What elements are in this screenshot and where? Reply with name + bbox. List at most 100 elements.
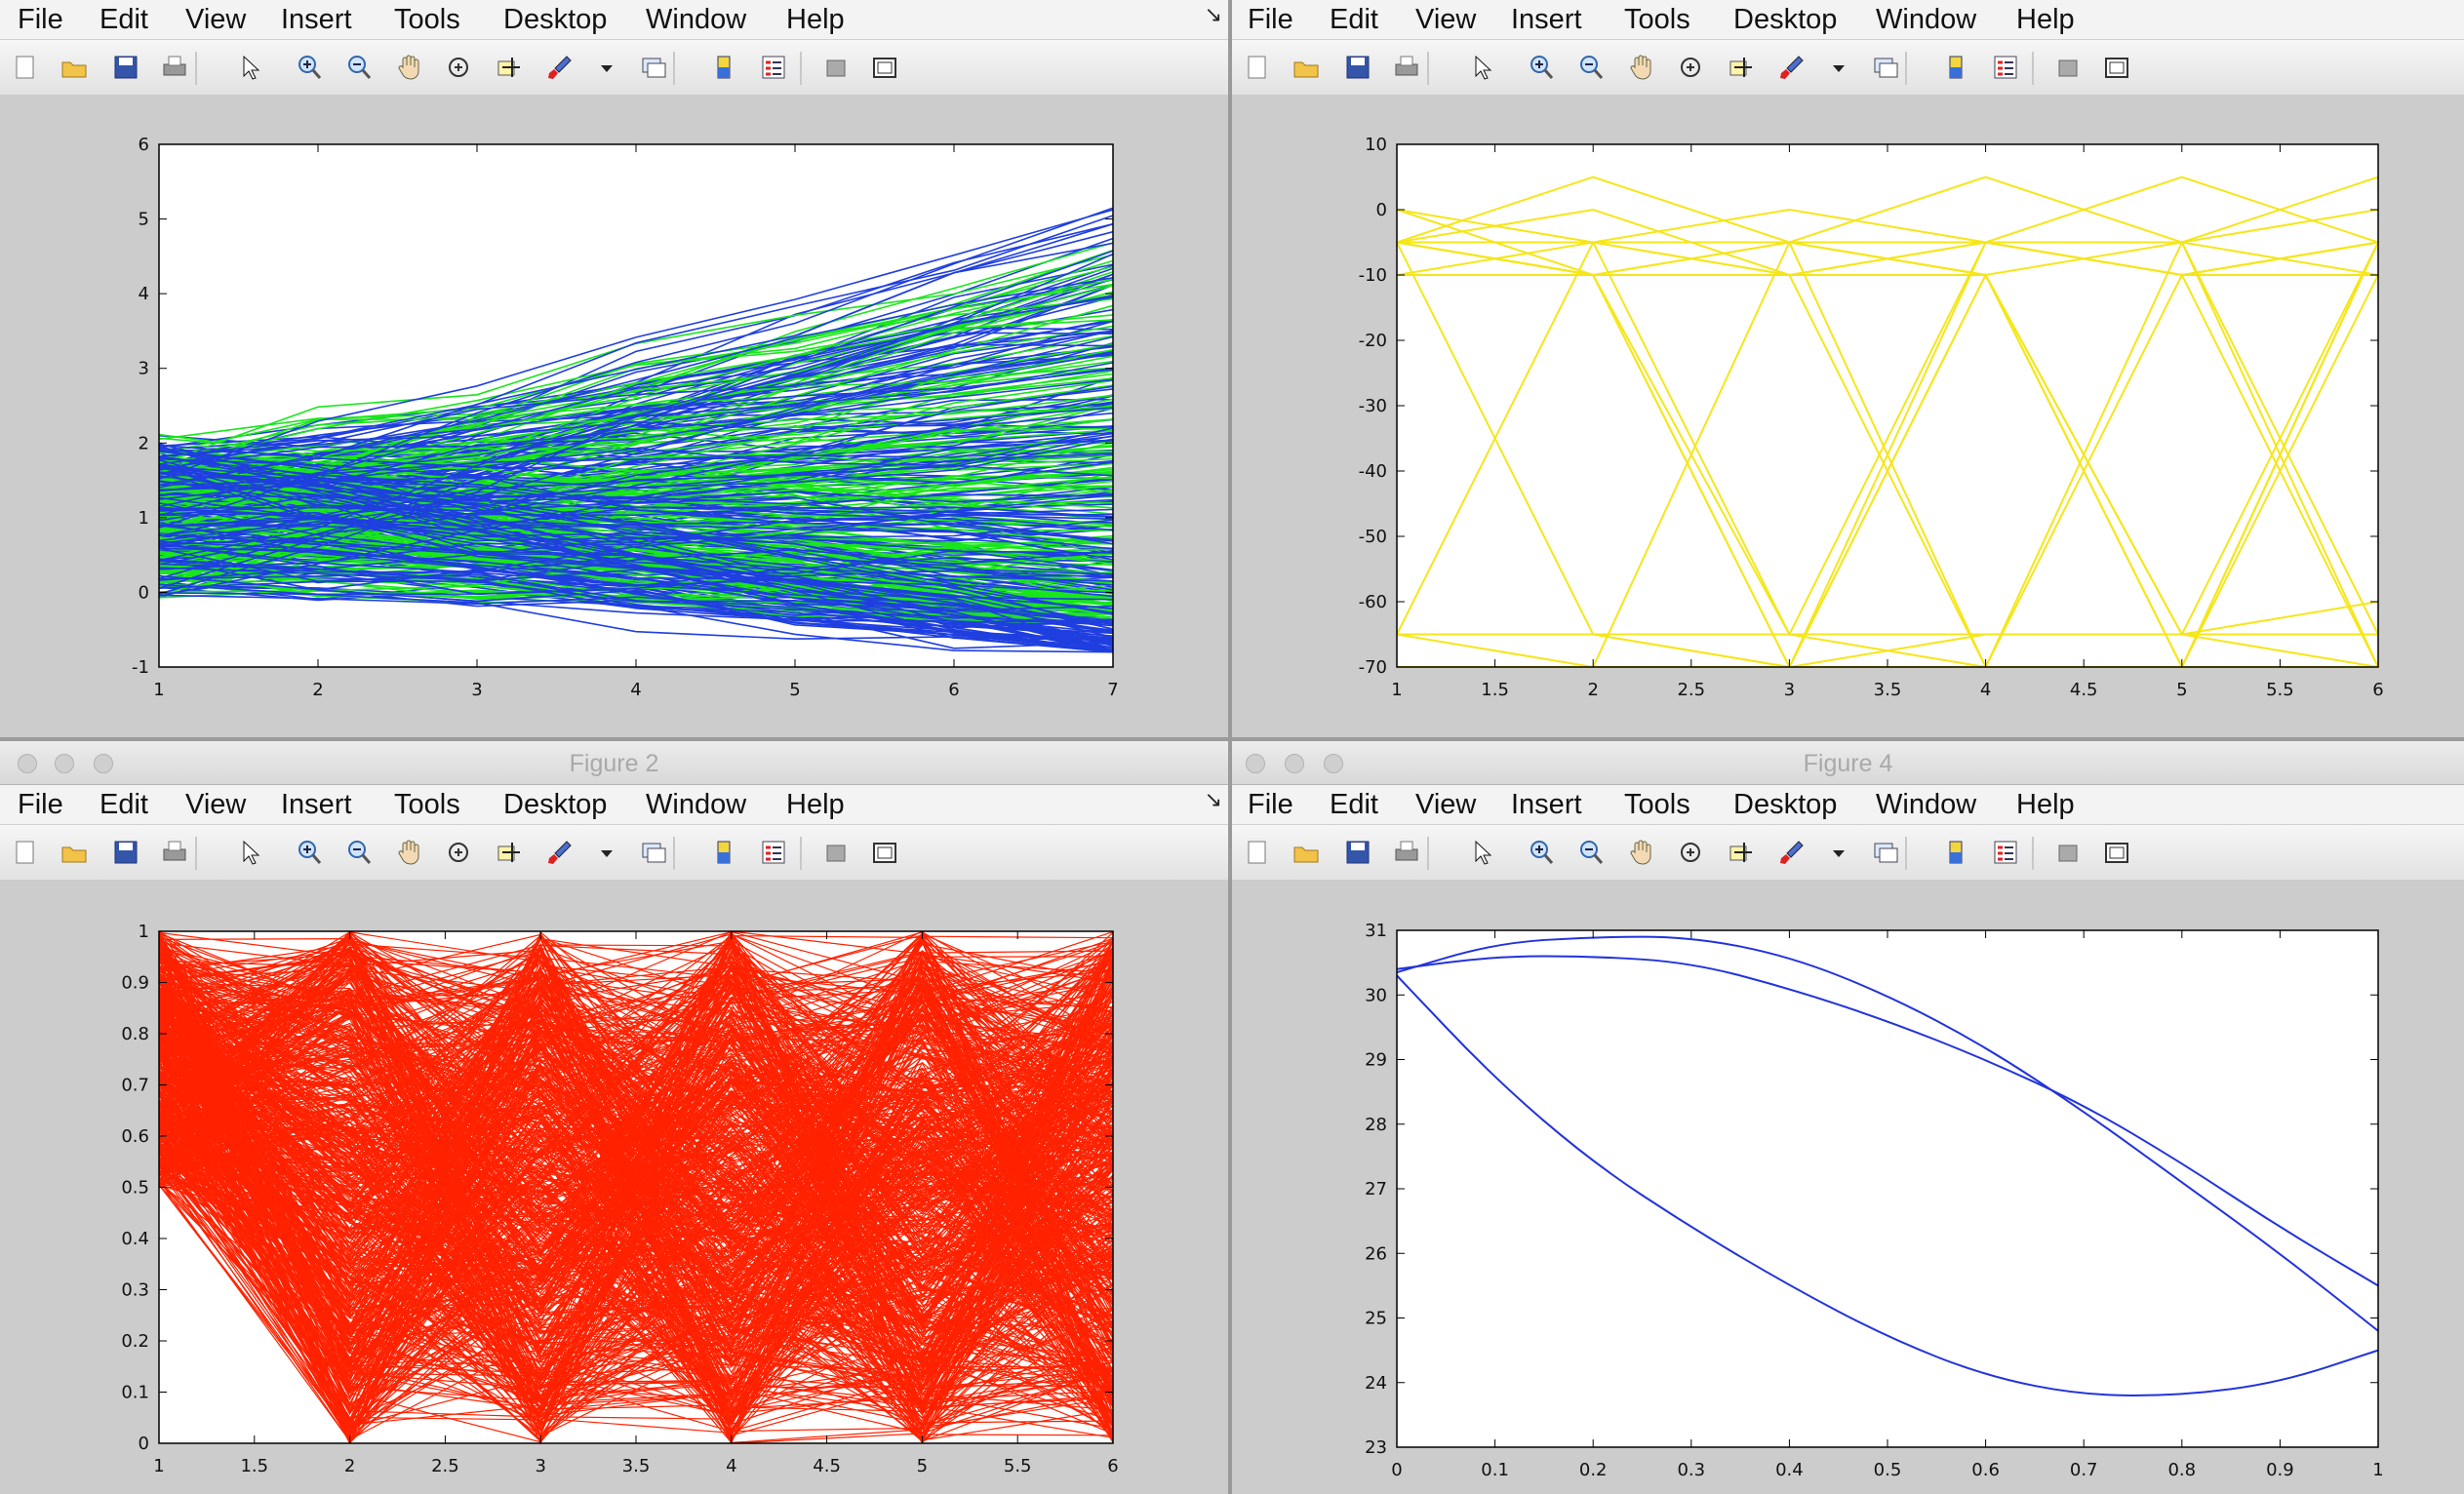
zoom-in-icon[interactable]	[296, 54, 323, 81]
save-icon[interactable]	[1344, 54, 1371, 81]
new-figure-icon[interactable]	[1244, 54, 1271, 81]
data-cursor-icon[interactable]	[495, 839, 522, 866]
undock-arrow-icon[interactable]: ↘	[1204, 787, 1222, 811]
new-figure-icon[interactable]	[12, 54, 39, 81]
brush-icon[interactable]	[545, 54, 573, 81]
brush-icon[interactable]	[545, 839, 573, 866]
edit-plot-pointer-icon[interactable]	[1468, 54, 1495, 81]
show-plot-tools-icon[interactable]	[871, 54, 898, 81]
legend-icon[interactable]	[1992, 54, 2019, 81]
colorbar-icon[interactable]	[710, 839, 737, 866]
rotate-3d-icon[interactable]	[445, 839, 472, 866]
link-plot-icon[interactable]	[640, 54, 667, 81]
rotate-3d-icon[interactable]	[1677, 839, 1704, 866]
menu-help[interactable]: Help	[2016, 789, 2075, 820]
menu-view[interactable]: View	[1415, 4, 1477, 35]
save-icon[interactable]	[112, 839, 139, 866]
menu-desktop[interactable]: Desktop	[503, 789, 608, 820]
brush-dropdown-icon[interactable]	[1825, 54, 1852, 81]
zoom-out-icon[interactable]	[1577, 54, 1605, 81]
show-plot-tools-icon[interactable]	[871, 839, 898, 866]
menu-tools[interactable]: Tools	[1624, 4, 1690, 35]
menu-file[interactable]: File	[1248, 789, 1293, 820]
zoom-window-icon[interactable]	[94, 754, 113, 773]
save-icon[interactable]	[1344, 839, 1371, 866]
brush-icon[interactable]	[1777, 54, 1805, 81]
link-plot-icon[interactable]	[1872, 839, 1899, 866]
open-file-icon[interactable]	[1292, 839, 1320, 866]
link-plot-icon[interactable]	[640, 839, 667, 866]
rotate-3d-icon[interactable]	[445, 54, 472, 81]
menu-tools[interactable]: Tools	[1624, 789, 1690, 820]
open-file-icon[interactable]	[1292, 54, 1320, 81]
pan-hand-icon[interactable]	[1628, 839, 1655, 866]
pan-hand-icon[interactable]	[1628, 54, 1655, 81]
pan-hand-icon[interactable]	[396, 54, 423, 81]
minimize-window-icon[interactable]	[55, 754, 74, 773]
menu-edit[interactable]: Edit	[1330, 789, 1378, 820]
hide-plot-tools-icon[interactable]	[2054, 839, 2082, 866]
zoom-out-icon[interactable]	[345, 54, 373, 81]
menu-window[interactable]: Window	[1876, 4, 1977, 35]
colorbar-icon[interactable]	[710, 54, 737, 81]
menu-window[interactable]: Window	[646, 4, 747, 35]
menu-desktop[interactable]: Desktop	[503, 4, 608, 35]
edit-plot-pointer-icon[interactable]	[1468, 839, 1495, 866]
menu-file[interactable]: File	[18, 789, 63, 820]
data-cursor-icon[interactable]	[495, 54, 522, 81]
link-plot-icon[interactable]	[1872, 54, 1899, 81]
legend-icon[interactable]	[760, 54, 787, 81]
menu-tools[interactable]: Tools	[394, 4, 460, 35]
undock-arrow-icon[interactable]: ↘	[1204, 2, 1222, 26]
hide-plot-tools-icon[interactable]	[2054, 54, 2082, 81]
menu-desktop[interactable]: Desktop	[1733, 789, 1838, 820]
colorbar-icon[interactable]	[1942, 839, 1969, 866]
new-figure-icon[interactable]	[1244, 839, 1271, 866]
menu-insert[interactable]: Insert	[1511, 789, 1582, 820]
zoom-out-icon[interactable]	[345, 839, 373, 866]
brush-icon[interactable]	[1777, 839, 1805, 866]
close-window-icon[interactable]	[1246, 754, 1265, 773]
brush-dropdown-icon[interactable]	[593, 839, 620, 866]
menu-edit[interactable]: Edit	[99, 789, 148, 820]
menu-file[interactable]: File	[18, 4, 63, 35]
zoom-in-icon[interactable]	[1528, 839, 1555, 866]
legend-icon[interactable]	[1992, 839, 2019, 866]
menu-help[interactable]: Help	[2016, 4, 2075, 35]
zoom-in-icon[interactable]	[1528, 54, 1555, 81]
zoom-window-icon[interactable]	[1324, 754, 1343, 773]
menu-view[interactable]: View	[185, 4, 247, 35]
minimize-window-icon[interactable]	[1285, 754, 1304, 773]
show-plot-tools-icon[interactable]	[2103, 54, 2130, 81]
brush-dropdown-icon[interactable]	[593, 54, 620, 81]
hide-plot-tools-icon[interactable]	[822, 839, 850, 866]
new-figure-icon[interactable]	[12, 839, 39, 866]
legend-icon[interactable]	[760, 839, 787, 866]
save-icon[interactable]	[112, 54, 139, 81]
menu-insert[interactable]: Insert	[281, 4, 352, 35]
close-window-icon[interactable]	[18, 754, 37, 773]
menu-help[interactable]: Help	[786, 4, 845, 35]
print-icon[interactable]	[161, 839, 188, 866]
menu-edit[interactable]: Edit	[99, 4, 148, 35]
rotate-3d-icon[interactable]	[1677, 54, 1704, 81]
menu-tools[interactable]: Tools	[394, 789, 460, 820]
edit-plot-pointer-icon[interactable]	[236, 839, 263, 866]
print-icon[interactable]	[161, 54, 188, 81]
zoom-in-icon[interactable]	[296, 839, 323, 866]
open-file-icon[interactable]	[60, 54, 88, 81]
pan-hand-icon[interactable]	[396, 839, 423, 866]
data-cursor-icon[interactable]	[1727, 54, 1754, 81]
menu-insert[interactable]: Insert	[281, 789, 352, 820]
brush-dropdown-icon[interactable]	[1825, 839, 1852, 866]
hide-plot-tools-icon[interactable]	[822, 54, 850, 81]
open-file-icon[interactable]	[60, 839, 88, 866]
menu-view[interactable]: View	[185, 789, 247, 820]
colorbar-icon[interactable]	[1942, 54, 1969, 81]
menu-help[interactable]: Help	[786, 789, 845, 820]
show-plot-tools-icon[interactable]	[2103, 839, 2130, 866]
menu-edit[interactable]: Edit	[1330, 4, 1378, 35]
menu-insert[interactable]: Insert	[1511, 4, 1582, 35]
zoom-out-icon[interactable]	[1577, 839, 1605, 866]
print-icon[interactable]	[1393, 54, 1420, 81]
